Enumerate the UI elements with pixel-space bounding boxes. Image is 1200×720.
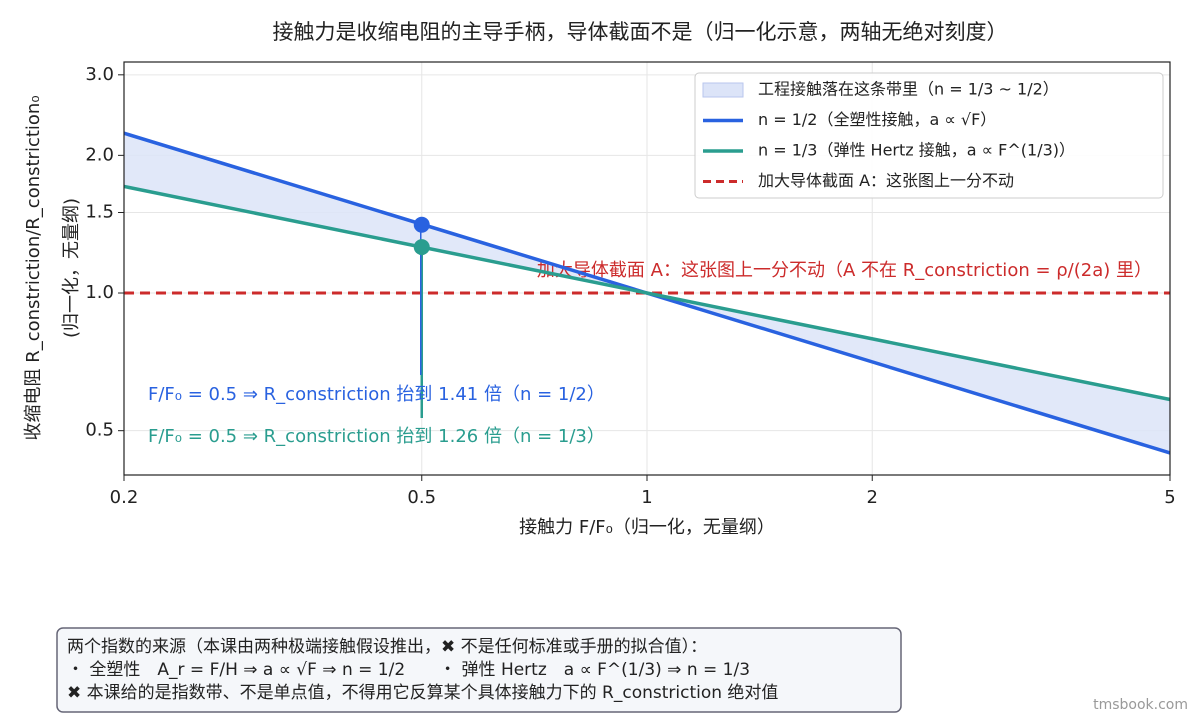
y-axis-label: 收缩电阻 R_constriction/R_constriction₀: [23, 95, 44, 440]
legend-label: n = 1/3（弹性 Hertz 接触，a ∝ F^(1/3)）: [758, 141, 1075, 160]
x-axis-label: 接触力 F/F₀（归一化，无量纲）: [519, 517, 775, 538]
x-tick-label: 2: [867, 487, 878, 508]
note-box: 两个指数的来源（本课由两种极端接触假设推出，✖ 不是任何标准或手册的拟合值）： …: [56, 627, 902, 713]
reference-annotation: 加大导体截面 A：这张图上一分不动（A 不在 R_constriction = …: [537, 260, 1152, 281]
y-tick-label: 1.0: [85, 282, 114, 303]
chart-title: 接触力是收缩电阻的主导手柄，导体截面不是（归一化示意，两轴无绝对刻度）: [273, 20, 1008, 44]
highlight-label: F/F₀ = 0.5 ⇒ R_constriction 抬到 1.26 倍（n …: [148, 426, 605, 447]
legend-frame: [694, 72, 1164, 199]
x-tick-label: 0.5: [407, 487, 436, 508]
watermark: tmsbook.com: [1093, 697, 1188, 713]
legend-swatch: [702, 82, 744, 98]
note-line: ・ 全塑性 A_r = F/H ⇒ a ∝ √F ⇒ n = 1/2 ・ 弹性 …: [67, 660, 750, 680]
x-tick-label: 0.2: [110, 487, 139, 508]
legend: 工程接触落在这条带里（n = 1/3 ~ 1/2） n = 1/2（全塑性接触，a…: [694, 72, 1164, 199]
x-tick-label: 1: [641, 487, 652, 508]
x-tick-label: 5: [1164, 487, 1175, 508]
note-frame: [56, 627, 902, 713]
highlight-label: F/F₀ = 0.5 ⇒ R_constriction 抬到 1.41 倍（n …: [148, 384, 605, 405]
legend-label: 加大导体截面 A：这张图上一分不动: [758, 171, 1014, 190]
y-axis-label: (归一化，无量纲): [61, 198, 82, 338]
note-line: 两个指数的来源（本课由两种极端接触假设推出，✖ 不是任何标准或手册的拟合值）：: [67, 637, 707, 657]
y-tick-label: 1.5: [85, 201, 114, 222]
y-tick-label: 3.0: [85, 64, 114, 85]
note-line: ✖ 本课给的是指数带、不是单点值，不得用它反算某个具体接触力下的 R_const…: [67, 683, 778, 703]
highlight-point: [413, 239, 430, 256]
legend-label: 工程接触落在这条带里（n = 1/3 ~ 1/2）: [758, 80, 1059, 99]
plot-frame: [123, 61, 1171, 476]
y-tick-label: 2.0: [85, 144, 114, 165]
series-line: [123, 184, 1171, 402]
highlight-point: [413, 216, 430, 233]
legend-label: n = 1/2（全塑性接触，a ∝ √F）: [758, 110, 996, 129]
y-tick-label: 0.5: [85, 420, 114, 441]
